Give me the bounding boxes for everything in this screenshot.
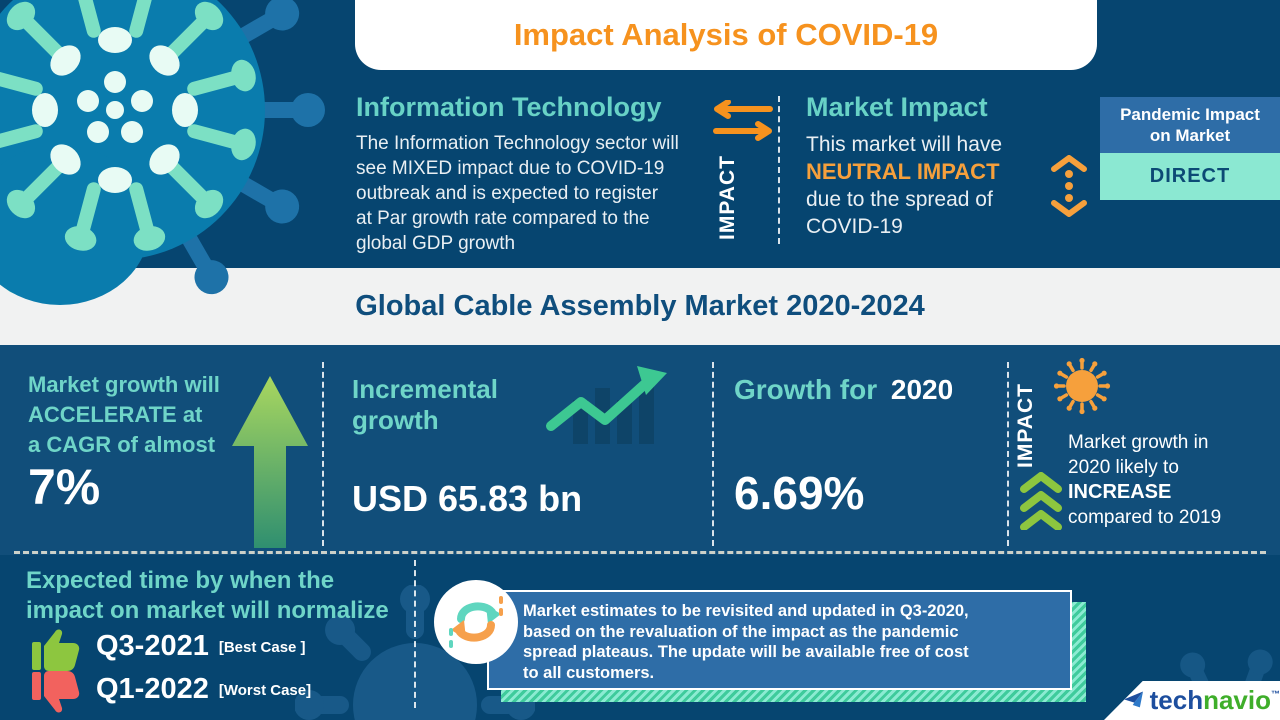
market-impact-block: Market Impact This market will have NEUT… <box>806 92 1002 240</box>
growth-chart-icon <box>546 366 667 444</box>
outlook-line: Market growth in <box>1068 432 1209 453</box>
virus-outer-spikes-blue <box>182 0 325 295</box>
triple-chevron-up-icon <box>1020 472 1062 530</box>
worst-case-row: Q1-2022 [Worst Case] <box>96 673 311 706</box>
coronavirus-icon <box>1053 357 1111 415</box>
note-line: Market estimates to be revisited and upd… <box>523 602 969 620</box>
sector-text-line: at Par growth rate compared to the <box>356 208 650 229</box>
cagr-line: Market growth will <box>28 372 220 397</box>
cagr-line: ACCELERATE at <box>28 402 203 427</box>
coronavirus-illustration <box>0 0 325 305</box>
pandemic-impact-value: DIRECT <box>1100 153 1280 200</box>
refresh-arrows-icon <box>449 596 503 648</box>
logo-trademark: ™ <box>1271 689 1280 699</box>
worst-case-label: [Worst Case] <box>218 682 312 699</box>
note-line: based on the revaluation of the impact a… <box>523 622 959 641</box>
worst-case-value: Q1-2022 <box>96 673 209 705</box>
sector-heading: Information Technology <box>356 92 662 122</box>
pandemic-impact-title: Pandemic Impact on Market <box>1100 97 1280 153</box>
cagr-value: 7% <box>28 459 101 515</box>
vertical-divider <box>322 362 324 546</box>
growth-2020-value: 6.69% <box>734 467 865 519</box>
stats-band <box>0 345 1280 555</box>
mixed-double-arrow-icon <box>713 100 773 141</box>
logo-text-navio: navio <box>1203 685 1271 715</box>
incremental-value: USD 65.83 bn <box>352 478 583 519</box>
growth-2020-label-year: 2020 <box>890 374 954 405</box>
logo-text: technavio™ <box>1150 685 1280 716</box>
incremental-heading: Incremental growth <box>352 374 498 436</box>
note-line: to all customers. <box>523 663 655 682</box>
vertical-divider <box>778 96 780 244</box>
note-box: Market estimates to be revisited and upd… <box>487 590 1072 690</box>
market-impact-line: This market will have <box>806 133 1003 156</box>
cagr-text: Market growth will ACCELERATE at a CAGR … <box>28 370 220 460</box>
incremental-heading-line: Incremental <box>352 374 498 404</box>
normalize-heading-line: Expected time by when the <box>26 567 335 594</box>
impact-vertical-label: IMPACT <box>1014 383 1037 468</box>
best-case-value: Q3-2021 <box>96 630 209 662</box>
growth-2020-heading: Growth for 2020 <box>734 374 953 406</box>
horizontal-divider <box>14 551 1266 554</box>
market-impact-line: COVID-19 <box>806 215 903 238</box>
sector-text-line: The Information Technology sector will <box>356 133 679 154</box>
outlook-text: Market growth in 2020 likely to INCREASE… <box>1068 430 1221 530</box>
market-impact-heading: Market Impact <box>806 92 988 122</box>
neutral-up-down-icon <box>1051 155 1087 217</box>
market-title-band: Global Cable Assembly Market 2020-2024 <box>0 268 1280 345</box>
outlook-line: 2020 likely to <box>1068 457 1179 478</box>
market-impact-line: due to the spread of <box>806 188 993 211</box>
sector-block: Information Technology The Information T… <box>356 92 679 256</box>
growth-2020-label-teal: Growth for <box>734 374 878 405</box>
impact-vertical-label: IMPACT <box>716 155 739 240</box>
technavio-arrow-icon <box>1124 690 1144 707</box>
normalize-heading-line: impact on market will normalize <box>26 597 389 624</box>
note-icon-circle <box>434 580 518 664</box>
pandemic-impact-box: Pandemic Impact on Market DIRECT <box>1100 97 1280 200</box>
neutral-impact-highlight: NEUTRAL IMPACT <box>806 159 1000 184</box>
note-line: spread plateaus. The update will be avai… <box>523 643 969 661</box>
best-case-row: Q3-2021 [Best Case ] <box>96 630 306 663</box>
virus-inner-spikes <box>0 0 256 251</box>
sector-text-line: see MIXED impact due to COVID-19 <box>356 158 665 179</box>
vertical-divider <box>414 560 416 708</box>
sector-text-line: global GDP growth <box>356 233 516 254</box>
vertical-divider <box>1007 362 1009 546</box>
normalize-heading: Expected time by when the impact on mark… <box>26 566 389 626</box>
up-arrow-icon <box>232 376 308 548</box>
vertical-divider <box>712 362 714 546</box>
banner-title: Impact Analysis of COVID-19 <box>355 0 1097 70</box>
sector-text-line: outbreak and is expected to register <box>356 183 659 204</box>
outlook-line: compared to 2019 <box>1068 507 1222 528</box>
outlook-highlight: INCREASE <box>1068 481 1172 503</box>
cagr-line: a CAGR of almost <box>28 432 216 457</box>
incremental-heading-line: growth <box>352 405 439 435</box>
thumbs-up-icon <box>32 629 80 671</box>
virus-inner-dots <box>32 27 198 193</box>
best-case-label: [Best Case ] <box>218 639 306 656</box>
thumbs-down-icon <box>32 671 80 713</box>
logo-text-tech: tech <box>1149 685 1204 715</box>
